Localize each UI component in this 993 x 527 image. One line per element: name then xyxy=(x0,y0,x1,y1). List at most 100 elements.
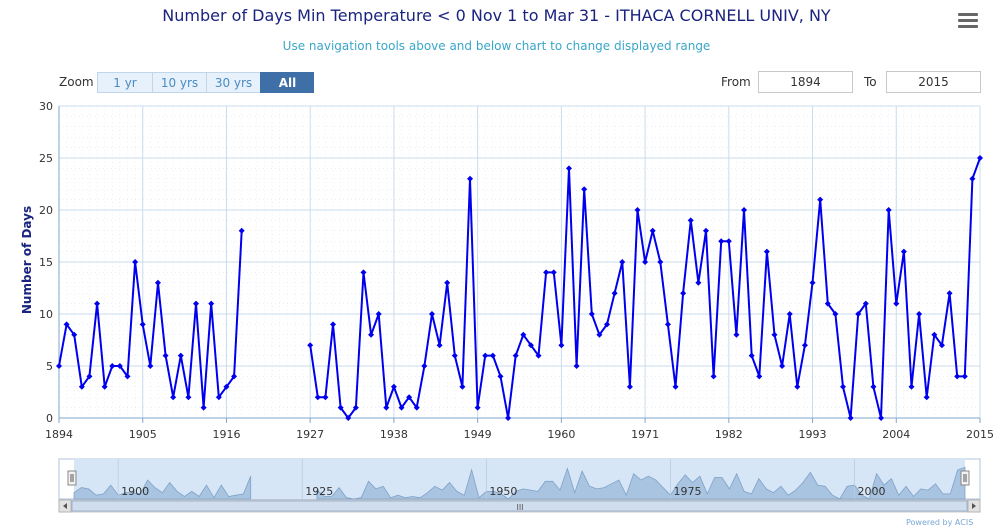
data-point xyxy=(520,331,527,338)
data-point xyxy=(817,196,824,203)
data-point xyxy=(71,331,78,338)
data-point xyxy=(741,207,748,213)
data-point xyxy=(352,404,359,411)
data-point xyxy=(200,404,207,411)
navigator-right-handle[interactable] xyxy=(960,470,970,486)
data-point xyxy=(733,331,740,338)
data-point xyxy=(489,352,496,359)
data-point xyxy=(573,363,580,369)
x-tick-label: 1905 xyxy=(129,428,157,441)
data-point xyxy=(154,279,161,286)
data-point xyxy=(680,290,687,297)
data-point xyxy=(390,383,397,390)
data-point xyxy=(611,290,618,297)
data-point xyxy=(56,363,62,369)
scrollbar[interactable]: III xyxy=(58,499,981,513)
x-tick-label: 1993 xyxy=(799,428,827,441)
data-point xyxy=(596,331,603,338)
arrow-right-icon xyxy=(972,503,976,509)
data-point xyxy=(634,207,641,213)
data-point xyxy=(977,155,983,161)
data-point xyxy=(413,404,420,411)
x-tick-label: 1971 xyxy=(631,428,659,441)
axes: Number of Days 0 5 10 15 20 25 30 1894 1905 1916 1… xyxy=(20,100,993,441)
data-point xyxy=(451,352,458,359)
data-point xyxy=(147,363,154,369)
scrollbar-grip: III xyxy=(516,503,523,512)
data-point xyxy=(132,259,139,265)
data-point xyxy=(581,186,588,193)
powered-by-credit[interactable]: Powered by ACIS xyxy=(906,518,974,527)
from-date-input[interactable]: 1894 xyxy=(758,71,853,93)
data-point xyxy=(923,394,930,401)
data-point xyxy=(649,227,656,234)
data-point xyxy=(223,383,230,390)
data-point xyxy=(512,352,519,359)
y-tick-label: 0 xyxy=(46,412,53,425)
data-point xyxy=(307,342,314,349)
navigator-left-handle[interactable] xyxy=(67,470,77,486)
x-tick-label: 1982 xyxy=(715,428,743,441)
data-point xyxy=(505,415,512,421)
y-tick-label: 15 xyxy=(39,256,53,269)
x-tick-label: 2015 xyxy=(966,428,993,441)
data-point xyxy=(330,321,337,328)
zoom-label: Zoom xyxy=(59,75,94,89)
navigator[interactable]: 1900 1925 1950 1975 2000 xyxy=(58,458,981,500)
data-point xyxy=(535,352,542,359)
navigator-year-label: 1900 xyxy=(121,485,149,498)
chart-title: Number of Days Min Temperature < 0 Nov 1… xyxy=(162,6,831,25)
data-point xyxy=(177,352,184,359)
data-point xyxy=(238,227,245,234)
data-point xyxy=(938,342,945,349)
to-date-input[interactable]: 2015 xyxy=(886,71,981,93)
zoom-1yr-button[interactable]: 1 yr xyxy=(97,72,152,93)
from-label: From xyxy=(721,75,751,89)
x-tick-label: 1949 xyxy=(464,428,492,441)
data-point xyxy=(878,415,885,421)
y-tick-label: 5 xyxy=(46,360,53,373)
zoom-all-button[interactable]: All xyxy=(260,72,314,93)
navigator-year-label: 2000 xyxy=(858,485,886,498)
data-point xyxy=(314,394,321,401)
data-point xyxy=(642,259,649,265)
zoom-10yrs-button[interactable]: 10 yrs xyxy=(152,72,206,93)
scrollbar-thumb[interactable] xyxy=(71,500,968,512)
hamburger-menu-icon[interactable] xyxy=(958,13,978,31)
data-point xyxy=(565,165,572,172)
to-label: To xyxy=(864,75,877,89)
data-point xyxy=(459,383,466,390)
data-point xyxy=(322,394,329,401)
data-point xyxy=(215,394,222,401)
data-point xyxy=(832,311,839,317)
zoom-30yrs-button[interactable]: 30 yrs xyxy=(206,72,260,93)
data-point xyxy=(474,404,481,411)
data-point xyxy=(763,248,770,255)
data-point xyxy=(855,311,862,317)
data-point xyxy=(809,279,816,286)
y-tick-label: 25 xyxy=(39,152,53,165)
data-point xyxy=(109,363,116,369)
navigator-grid xyxy=(117,459,855,499)
data-point xyxy=(139,321,146,328)
data-point xyxy=(969,175,976,182)
data-point xyxy=(687,217,694,224)
zoom-button-group: 1 yr 10 yrs 30 yrs All xyxy=(97,72,314,93)
y-tick-label: 10 xyxy=(39,308,53,321)
data-point xyxy=(954,373,961,380)
grid xyxy=(58,105,981,419)
data-point xyxy=(63,321,70,328)
data-point xyxy=(124,373,131,380)
data-point xyxy=(162,352,169,359)
navigator-year-label: 1950 xyxy=(489,485,517,498)
data-point xyxy=(824,300,831,307)
data-point xyxy=(467,175,474,182)
data-point xyxy=(779,363,786,369)
navigator-area xyxy=(73,466,966,500)
data-point xyxy=(619,259,626,265)
data-point xyxy=(893,300,900,307)
data-point xyxy=(870,383,877,390)
data-point xyxy=(794,383,801,390)
data-point xyxy=(368,331,375,338)
